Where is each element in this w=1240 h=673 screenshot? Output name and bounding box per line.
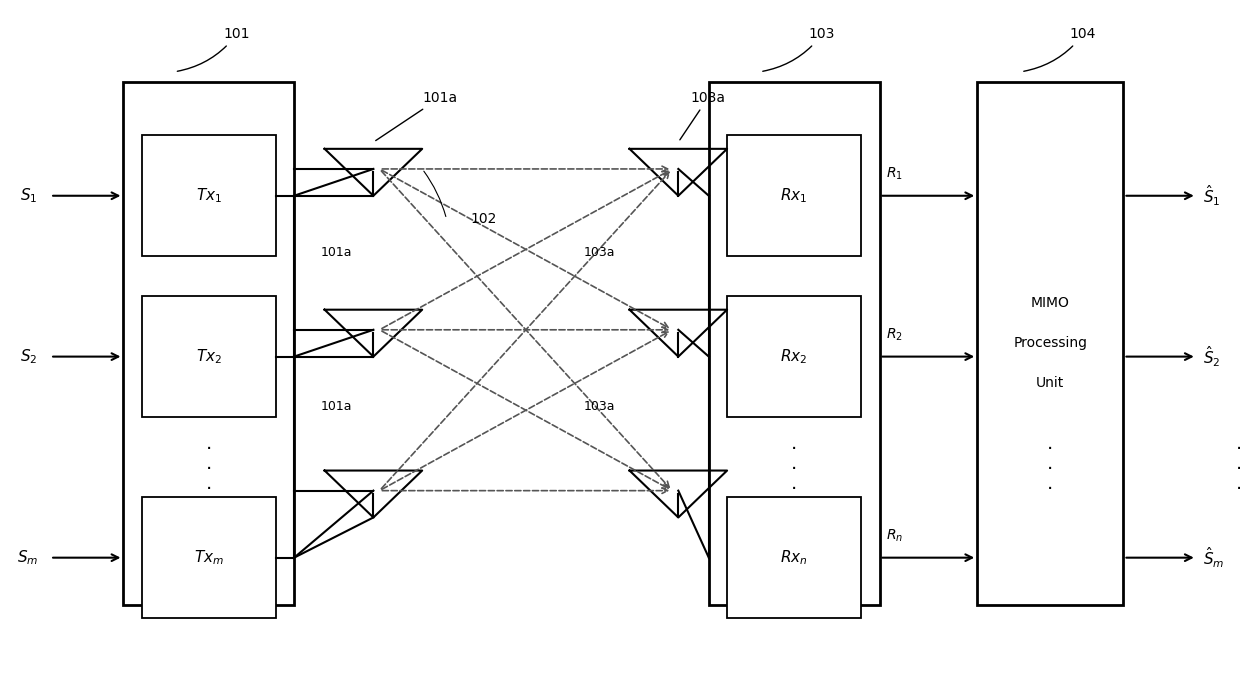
Text: 103a: 103a	[583, 246, 615, 259]
FancyBboxPatch shape	[709, 82, 879, 604]
Text: $\hat{S}_1$: $\hat{S}_1$	[1203, 184, 1220, 208]
Text: Processing: Processing	[1013, 336, 1087, 350]
Text: .: .	[206, 454, 212, 473]
Text: $\hat{S}_m$: $\hat{S}_m$	[1203, 545, 1224, 570]
Text: .: .	[791, 454, 797, 473]
Text: R$_1$: R$_1$	[885, 166, 903, 182]
FancyBboxPatch shape	[727, 296, 862, 417]
Text: .: .	[791, 474, 797, 493]
Text: Tx$_1$: Tx$_1$	[196, 186, 222, 205]
FancyBboxPatch shape	[727, 135, 862, 256]
Text: R$_2$: R$_2$	[885, 327, 903, 343]
Text: .: .	[791, 434, 797, 453]
Text: .: .	[206, 434, 212, 453]
Text: Rx$_n$: Rx$_n$	[780, 548, 808, 567]
Text: S$_2$: S$_2$	[21, 347, 38, 366]
Text: 104: 104	[1024, 27, 1096, 71]
Text: Tx$_2$: Tx$_2$	[196, 347, 222, 366]
FancyBboxPatch shape	[727, 497, 862, 618]
Text: .: .	[1236, 454, 1240, 473]
Text: .: .	[1236, 434, 1240, 453]
Text: 103: 103	[763, 27, 836, 71]
Text: 101: 101	[177, 27, 250, 71]
FancyBboxPatch shape	[977, 82, 1123, 604]
Text: .: .	[1048, 434, 1054, 453]
Text: Rx$_2$: Rx$_2$	[780, 347, 808, 366]
Text: 103a: 103a	[680, 91, 725, 140]
Text: .: .	[206, 474, 212, 493]
Text: 102: 102	[470, 212, 496, 226]
Text: 101a: 101a	[376, 91, 458, 141]
FancyBboxPatch shape	[123, 82, 294, 604]
Text: 103a: 103a	[583, 400, 615, 413]
Text: 101a: 101a	[321, 400, 352, 413]
Text: .: .	[1048, 474, 1054, 493]
Text: R$_n$: R$_n$	[885, 528, 903, 544]
Text: Tx$_m$: Tx$_m$	[193, 548, 223, 567]
Text: S$_1$: S$_1$	[20, 186, 38, 205]
Text: Unit: Unit	[1037, 376, 1064, 390]
Text: S$_m$: S$_m$	[16, 548, 38, 567]
Text: $\hat{S}_2$: $\hat{S}_2$	[1203, 345, 1220, 369]
Text: .: .	[1236, 474, 1240, 493]
FancyBboxPatch shape	[141, 497, 275, 618]
FancyBboxPatch shape	[141, 135, 275, 256]
Text: MIMO: MIMO	[1030, 296, 1070, 310]
Text: .: .	[1048, 454, 1054, 473]
Text: 101a: 101a	[321, 246, 352, 259]
FancyBboxPatch shape	[141, 296, 275, 417]
Text: Rx$_1$: Rx$_1$	[780, 186, 808, 205]
